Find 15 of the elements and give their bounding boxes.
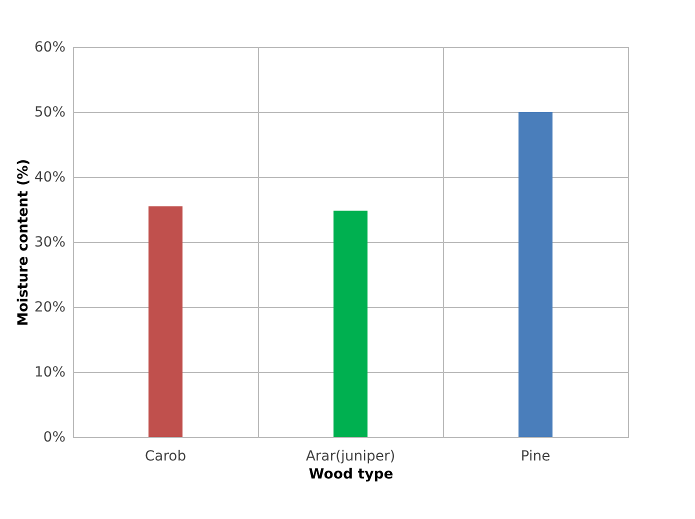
bar [148,206,182,437]
y-tick-label: 20% [34,300,66,316]
x-axis-title: Wood type [308,466,394,482]
y-axis-title: Moisture content (%) [15,158,32,326]
y-tick-label: 30% [34,234,66,250]
y-tick-label: 0% [43,430,66,446]
x-tick-label: Pine [520,448,550,464]
x-tick-label: Arar(juniper) [306,448,396,464]
x-tick-label: Carob [144,448,186,464]
y-tick-label: 60% [34,40,66,56]
y-tick-label: 50% [34,104,66,120]
y-tick-label: 40% [34,170,66,186]
bar [334,210,368,437]
y-tick-label: 10% [34,364,66,380]
bar [518,112,552,437]
